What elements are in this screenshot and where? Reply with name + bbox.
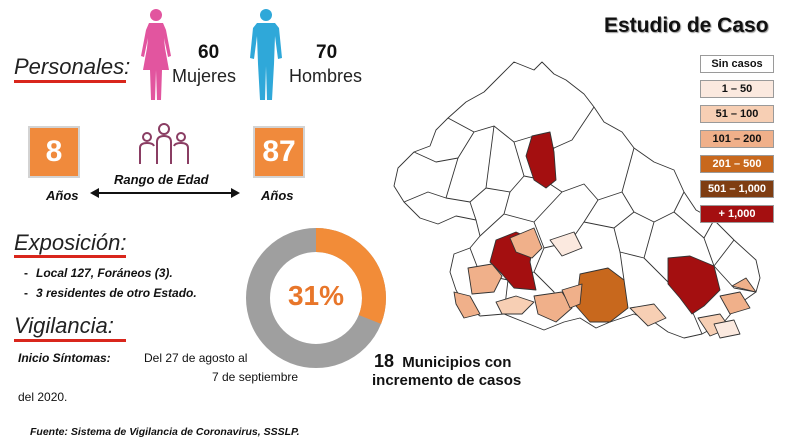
exposicion-underline	[14, 255, 126, 258]
map-muni-l	[731, 277, 757, 293]
age-max-unit: Años	[261, 188, 294, 203]
female-figure-icon	[141, 9, 171, 100]
map-muni-brown	[575, 267, 629, 323]
map-muni-g	[629, 303, 667, 327]
exposicion-item-2-text: 3 residentes de otro Estado.	[36, 286, 197, 300]
state-map	[393, 61, 761, 339]
map-muni-e	[561, 283, 583, 309]
personales-heading: Personales:	[14, 54, 131, 79]
onset-year: del 2020.	[18, 390, 68, 404]
bullet-dash: -	[24, 266, 28, 280]
personales-underline	[14, 80, 126, 83]
donut-fill	[246, 228, 386, 368]
exposicion-heading: Exposición:	[14, 230, 127, 255]
age-max-box: 87	[253, 126, 305, 178]
municipios-text-1: Municipios con	[402, 354, 512, 371]
legend-item: 51 – 100	[700, 105, 774, 123]
map-muni-k	[713, 319, 741, 339]
age-min-unit: Años	[46, 188, 79, 203]
map-muni-b	[509, 227, 543, 259]
exposicion-item-1-text: Local 127, Foráneos (3).	[36, 266, 173, 280]
map-muni-f	[495, 295, 535, 315]
age-max-value: 87	[262, 135, 296, 168]
legend-item: 501 – 1,000	[700, 180, 774, 198]
legend-item: 1 – 50	[700, 80, 774, 98]
exposicion-item-1: - Local 127, Foráneos (3).	[24, 266, 173, 280]
exposicion-item-2: -3 residentes de otro Estado.	[24, 284, 214, 302]
percentage-donut	[246, 228, 386, 368]
onset-to: 7 de septiembre	[212, 370, 299, 384]
age-min-box: 8	[28, 126, 80, 178]
source-note: Fuente: Sistema de Vigilancia de Coronav…	[30, 426, 300, 438]
map-legend: Sin casos 1 – 50 51 – 100 101 – 200 201 – 50…	[700, 55, 774, 223]
donut-label: 31%	[287, 280, 345, 311]
vigilancia-heading: Vigilancia:	[14, 313, 114, 338]
onset-label: Inicio Síntomas:	[18, 351, 111, 365]
map-muni-north-red	[525, 131, 557, 189]
municipios-count: 18	[374, 351, 395, 371]
legend-item: 101 – 200	[700, 130, 774, 148]
male-figure-icon	[250, 9, 282, 100]
legend-item: Sin casos	[700, 55, 774, 73]
map-muni-h	[719, 291, 751, 315]
map-muni-j	[549, 231, 583, 257]
legend-item: + 1,000	[700, 205, 774, 223]
vigilancia-underline	[14, 339, 126, 342]
onset-from: Del 27 de agosto al	[144, 351, 248, 365]
women-count: 60	[198, 42, 220, 63]
page-title: Estudio de Caso	[604, 14, 769, 37]
men-count: 70	[316, 42, 338, 63]
bullet-dash: -	[24, 286, 28, 300]
map-muni-east-red	[667, 255, 721, 315]
municipios-caption: 18 Municipios con incremento de casos	[372, 352, 521, 390]
municipios-text-2: incremento de casos	[372, 372, 522, 389]
legend-item: 201 – 500	[700, 155, 774, 173]
age-min-value: 8	[45, 135, 63, 168]
group-people-icon	[139, 123, 189, 164]
double-arrow-icon	[90, 188, 240, 198]
map-muni-a	[467, 263, 503, 295]
women-label: Mujeres	[172, 66, 237, 86]
map-muni-d	[453, 291, 481, 319]
age-range-label: Rango de Edad	[114, 172, 209, 187]
map-muni-c	[533, 291, 573, 323]
men-label: Hombres	[289, 66, 363, 86]
